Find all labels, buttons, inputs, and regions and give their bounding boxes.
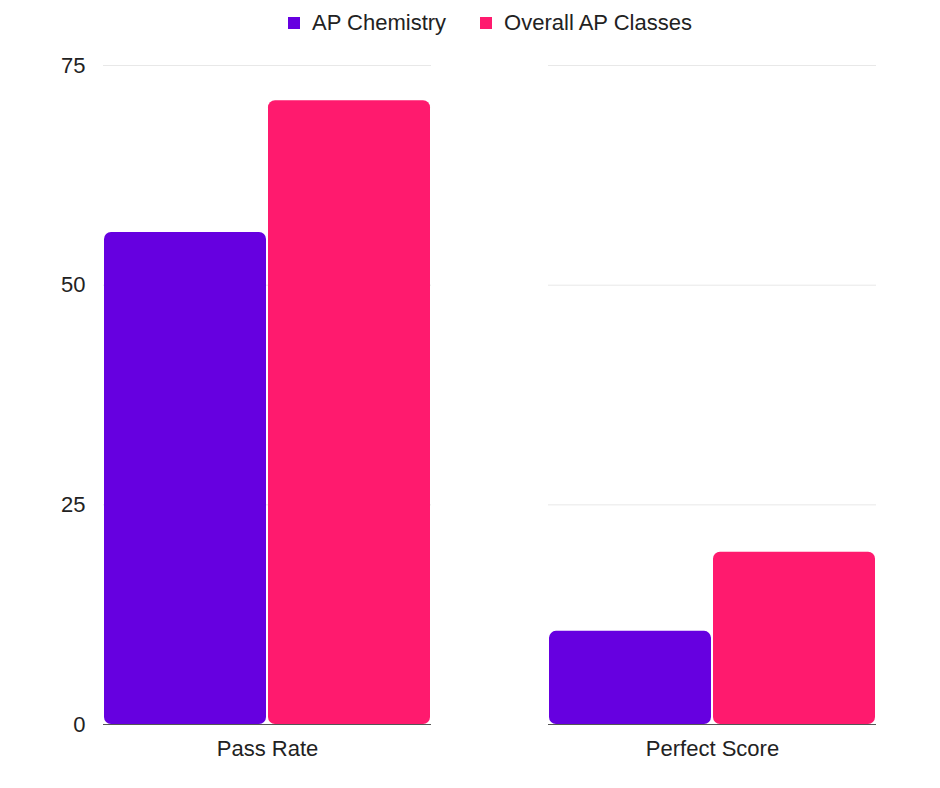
svg-text:25: 25	[61, 492, 85, 517]
svg-text:Perfect Score: Perfect Score	[646, 736, 779, 761]
html-text:AP Chemistry: AP Chemistry	[312, 9, 447, 35]
svg-text:75: 75	[61, 53, 85, 78]
svg-text:50: 50	[61, 272, 85, 297]
svg-text:Pass Rate: Pass Rate	[217, 736, 319, 761]
svg-text:0: 0	[73, 712, 85, 737]
html-text:Overall AP Classes: Overall AP Classes	[504, 9, 692, 35]
